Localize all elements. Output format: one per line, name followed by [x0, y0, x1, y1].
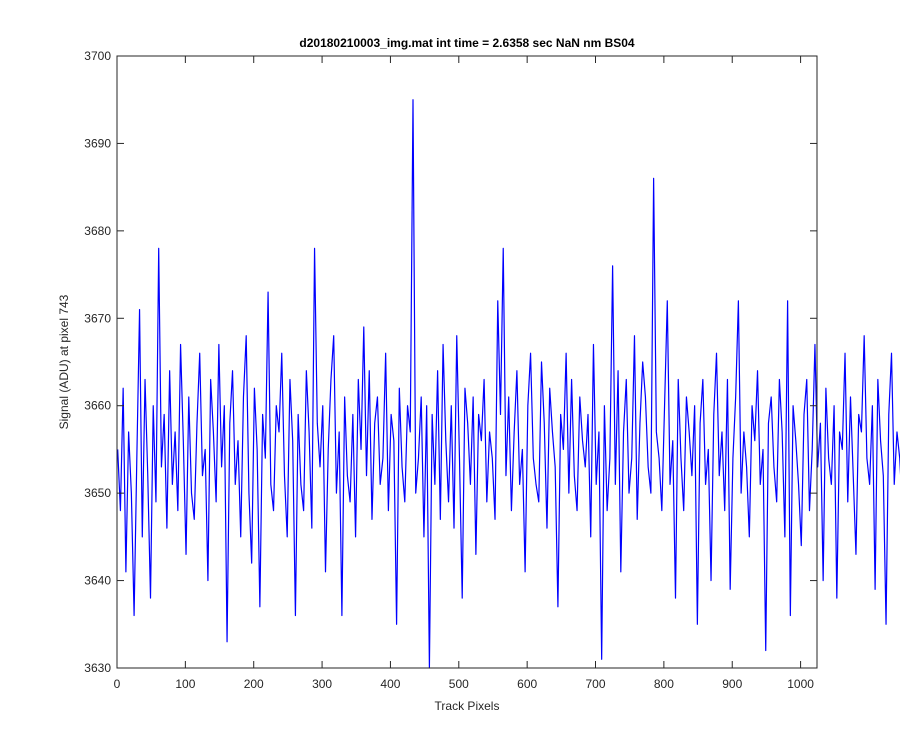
x-tick-label: 900 [722, 677, 742, 691]
y-axis-label: Signal (ADU) at pixel 743 [57, 294, 71, 429]
x-tick-label: 400 [380, 677, 400, 691]
plot-area [117, 56, 817, 668]
x-tick-label: 700 [586, 677, 606, 691]
y-tick-label: 3670 [84, 311, 111, 325]
x-tick-label: 300 [312, 677, 332, 691]
axes-box [116, 55, 818, 669]
y-tick-label: 3680 [84, 224, 111, 238]
x-axis-label: Track Pixels [435, 699, 500, 713]
x-tick-label: 200 [244, 677, 264, 691]
y-tick-label: 3640 [84, 574, 111, 588]
x-tick-label: 800 [654, 677, 674, 691]
chart-title: d20180210003_img.mat int time = 2.6358 s… [299, 36, 635, 50]
y-tick-label: 3650 [84, 486, 111, 500]
x-tick-label: 100 [175, 677, 195, 691]
y-tick-label: 3690 [84, 136, 111, 150]
x-tick-label: 0 [114, 677, 121, 691]
x-tick-label: 1000 [787, 677, 814, 691]
x-tick-label: 600 [517, 677, 537, 691]
y-tick-label: 3700 [84, 49, 111, 63]
signal-series-line [117, 99, 900, 669]
x-tick-label: 500 [449, 677, 469, 691]
y-tick-label: 3660 [84, 399, 111, 413]
y-tick-label: 3630 [84, 661, 111, 675]
